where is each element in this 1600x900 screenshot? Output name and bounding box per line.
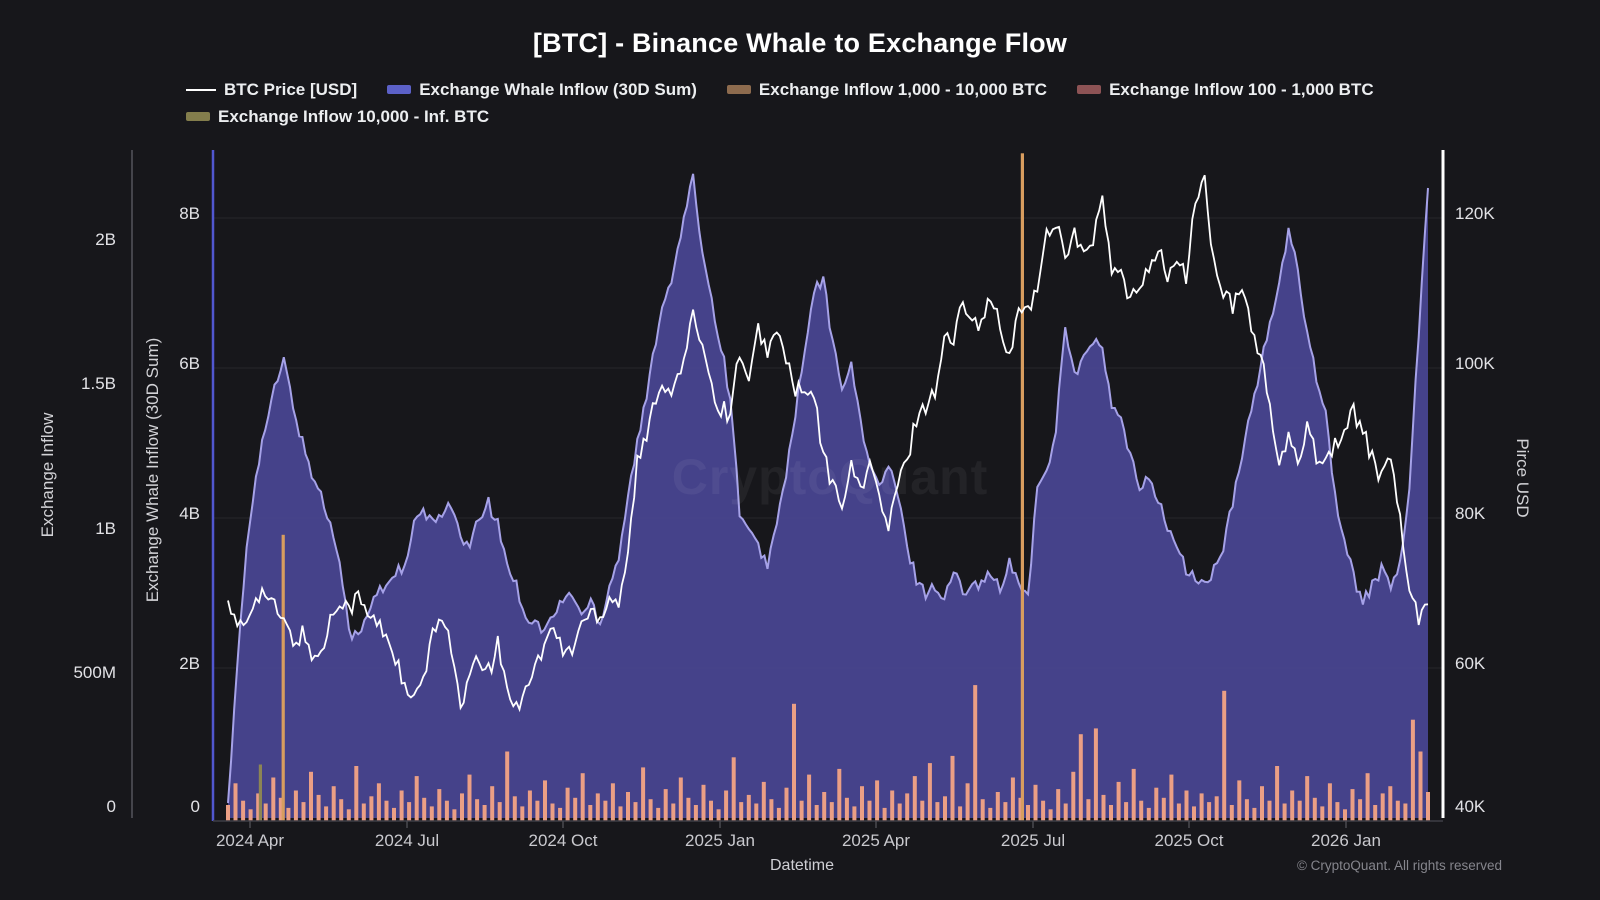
- legend-item-btc-price[interactable]: BTC Price [USD]: [186, 80, 357, 100]
- y-tick: 2B: [179, 654, 200, 673]
- legend-label: Exchange Inflow 10,000 - Inf. BTC: [218, 106, 490, 126]
- y-tick: 0: [190, 797, 200, 816]
- bar-swatch-icon: [726, 85, 751, 94]
- legend-row-2: Exchange Inflow 10,000 - Inf. BTC: [186, 103, 1486, 130]
- y-tick: 60K: [1455, 654, 1486, 673]
- legend-item-inflow-100-1k[interactable]: Exchange Inflow 100 - 1,000 BTC: [1077, 80, 1374, 100]
- y-tick: 0: [106, 797, 116, 816]
- y-tick: 500M: [73, 663, 116, 682]
- x-tick: 2024 Jul: [374, 831, 440, 850]
- y-tick: 40K: [1455, 797, 1486, 816]
- y-tick: 4B: [179, 504, 200, 523]
- line-swatch-icon: [186, 88, 216, 91]
- x-tick: 2025 Jul: [1000, 831, 1066, 850]
- area-swatch-icon: [387, 85, 412, 94]
- legend-row-1: BTC Price [USD] Exchange Whale Inflow (3…: [186, 76, 1486, 103]
- x-tick: 2024 Oct: [528, 831, 598, 850]
- chart-title: [BTC] - Binance Whale to Exchange Flow: [532, 28, 1068, 58]
- y-tick: 2B: [95, 230, 116, 249]
- legend-label: BTC Price [USD]: [224, 79, 358, 99]
- legend-item-inflow-10k-inf[interactable]: Exchange Inflow 10,000 - Inf. BTC: [186, 107, 489, 127]
- y-tick: 120K: [1455, 204, 1495, 223]
- axis-title-datetime: Datetime: [770, 857, 835, 874]
- axis-title-price-usd: Pirce USD: [1513, 438, 1532, 518]
- watermark: CryptoQuant: [671, 449, 989, 505]
- y-tick: 100K: [1455, 354, 1495, 373]
- copyright-note: © CryptoQuant. All rights reserved: [1296, 858, 1502, 873]
- y-tick: 1.5B: [81, 374, 116, 393]
- legend: BTC Price [USD] Exchange Whale Inflow (3…: [186, 76, 1486, 130]
- bar-swatch-icon: [186, 112, 210, 121]
- bar-swatch-icon: [1077, 85, 1102, 94]
- legend-item-whale-inflow[interactable]: Exchange Whale Inflow (30D Sum): [387, 80, 697, 100]
- legend-label: Exchange Inflow 1,000 - 10,000 BTC: [758, 79, 1048, 99]
- legend-item-inflow-1k-10k[interactable]: Exchange Inflow 1,000 - 10,000 BTC: [726, 79, 1048, 100]
- y-tick: 1B: [95, 519, 116, 538]
- x-tick: 2025 Jan: [685, 831, 755, 850]
- y-tick: 80K: [1455, 504, 1486, 523]
- x-tick: 2026 Jan: [1311, 831, 1381, 850]
- legend-label: Exchange Inflow 100 - 1,000 BTC: [1109, 79, 1374, 99]
- axis-title-whale-inflow: Exchange Whale Inflow (30D Sum): [143, 337, 162, 603]
- x-tick: 2024 Apr: [215, 831, 285, 850]
- y-tick: 8B: [179, 204, 200, 223]
- x-tick: 2025 Oct: [1154, 831, 1224, 850]
- x-tick: 2025 Apr: [841, 831, 911, 850]
- y-tick: 6B: [179, 354, 200, 373]
- legend-label: Exchange Whale Inflow (30D Sum): [419, 79, 697, 99]
